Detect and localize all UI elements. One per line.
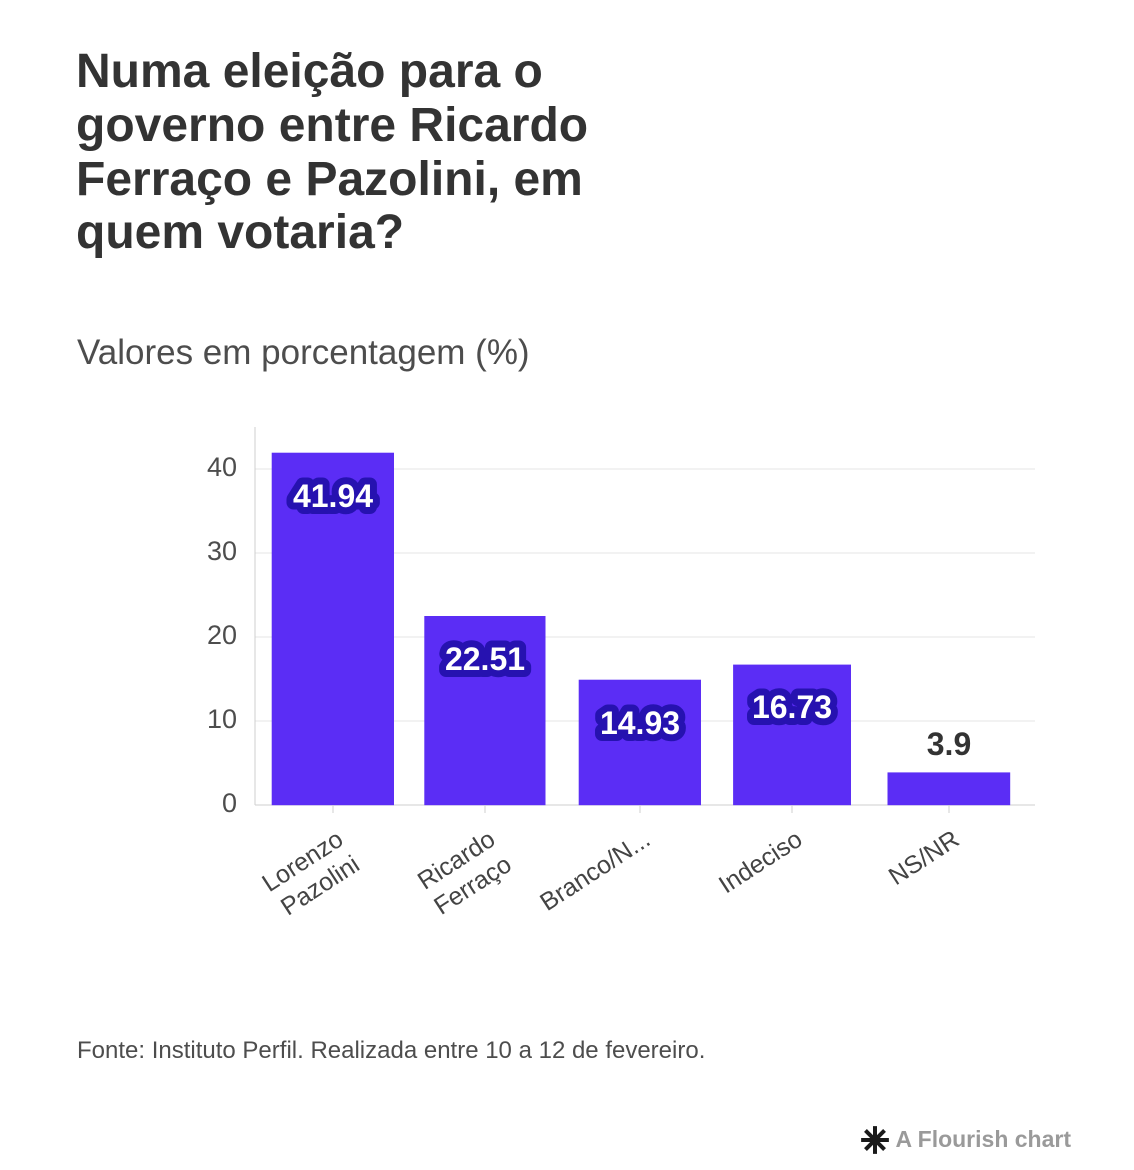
svg-text:41.94: 41.94 bbox=[293, 478, 373, 514]
svg-text:10: 10 bbox=[207, 704, 237, 734]
svg-text:16.73: 16.73 bbox=[752, 689, 832, 725]
svg-text:40: 40 bbox=[207, 452, 237, 482]
svg-text:22.51: 22.51 bbox=[445, 641, 525, 677]
svg-text:0: 0 bbox=[222, 788, 237, 818]
svg-text:14.93: 14.93 bbox=[600, 705, 680, 741]
svg-text:20: 20 bbox=[207, 620, 237, 650]
svg-text:3.9: 3.9 bbox=[927, 726, 971, 762]
svg-text:30: 30 bbox=[207, 536, 237, 566]
